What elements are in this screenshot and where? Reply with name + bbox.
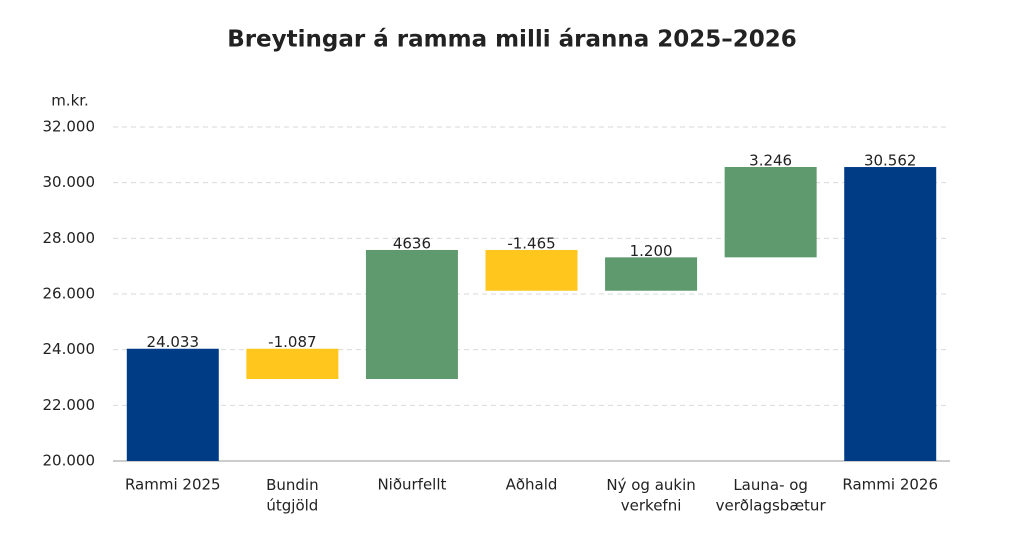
x-tick-label: Rammi 2025: [125, 476, 221, 494]
x-tick-label: Niðurfellt: [377, 476, 446, 494]
y-tick-label: 20.000: [43, 452, 96, 470]
bar: [844, 167, 937, 461]
bar: [724, 166, 817, 258]
value-label: 24.033: [147, 333, 200, 351]
value-label: 4636: [393, 234, 431, 252]
y-tick-label: 22.000: [43, 396, 96, 414]
y-tick-label: 28.000: [43, 229, 96, 247]
value-label: -1.465: [507, 234, 555, 252]
bar: [485, 249, 578, 291]
bar: [605, 257, 698, 291]
bar: [246, 348, 339, 380]
bar: [126, 348, 219, 461]
x-tick-label: Aðhald: [506, 476, 558, 494]
chart-title: Breytingar á ramma milli áranna 2025–202…: [227, 27, 797, 53]
value-label: 3.246: [749, 151, 792, 169]
bar: [365, 249, 458, 380]
value-label: 30.562: [864, 152, 917, 170]
x-tick-label: Bundin útgjöld: [266, 476, 319, 514]
y-tick-label: 30.000: [43, 173, 96, 191]
y-axis-label: m.kr.: [51, 92, 89, 110]
value-label: 1.200: [630, 242, 673, 260]
x-tick-label: Ný og aukin verkefni: [606, 476, 695, 514]
x-tick-label: Launa- og verðlagsbætur: [716, 476, 827, 514]
y-tick-label: 26.000: [43, 285, 96, 303]
value-label: -1.087: [268, 333, 316, 351]
x-tick-label: Rammi 2026: [842, 476, 938, 494]
y-tick-label: 32.000: [43, 118, 96, 136]
y-tick-label: 24.000: [43, 340, 96, 358]
